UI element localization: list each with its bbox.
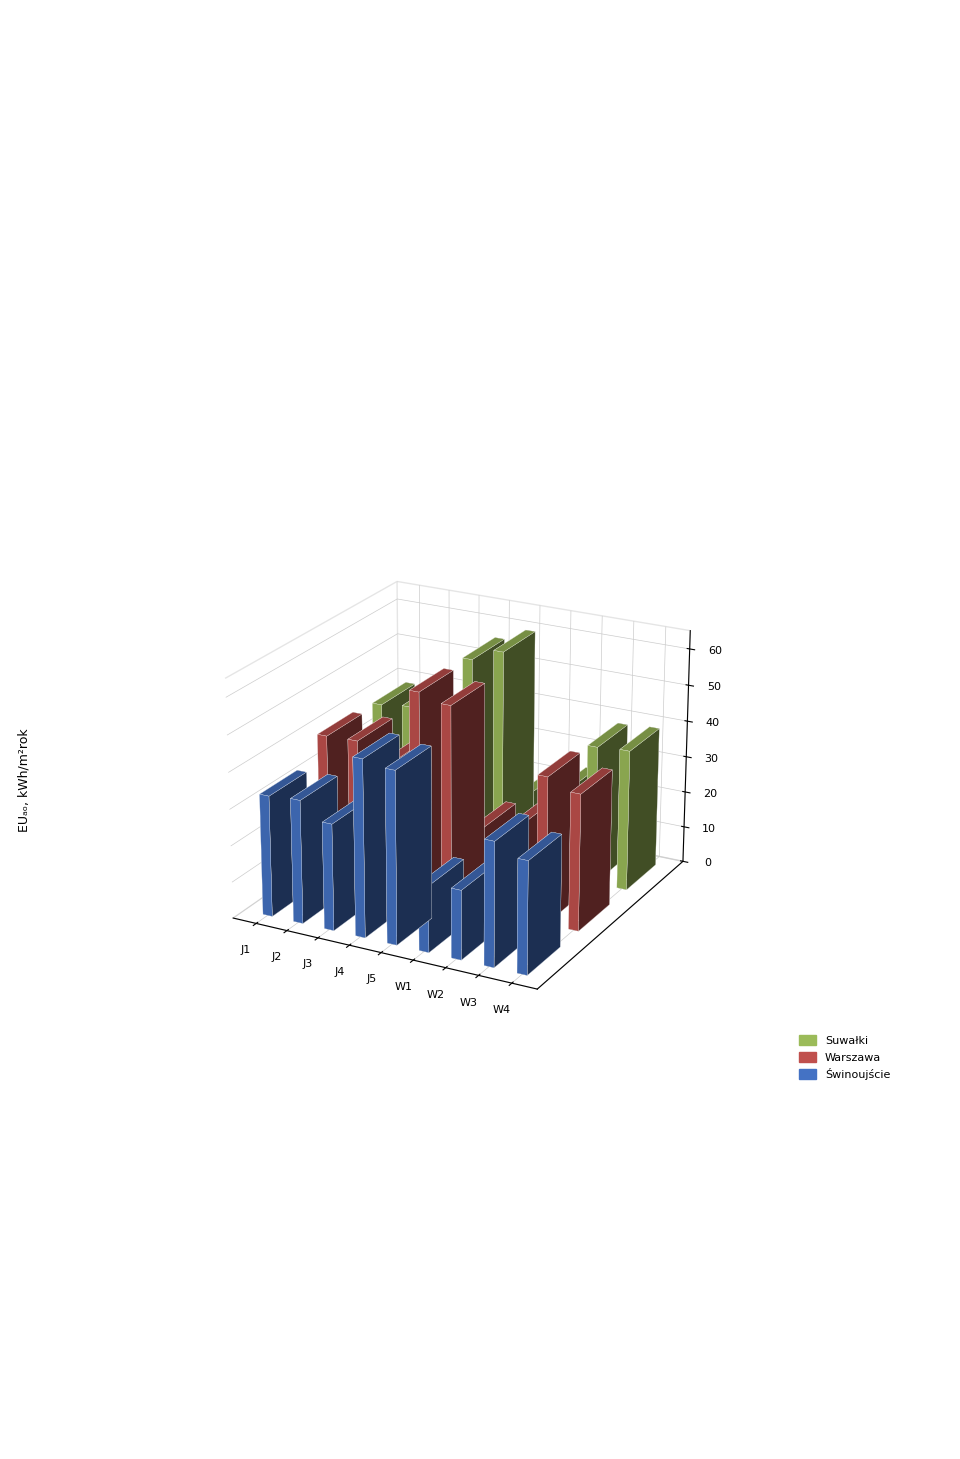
Text: EUₐₒ, kWh/m²rok: EUₐₒ, kWh/m²rok <box>17 728 31 833</box>
Legend: Suwałki, Warszawa, Świnoujście: Suwałki, Warszawa, Świnoujście <box>795 1032 895 1084</box>
